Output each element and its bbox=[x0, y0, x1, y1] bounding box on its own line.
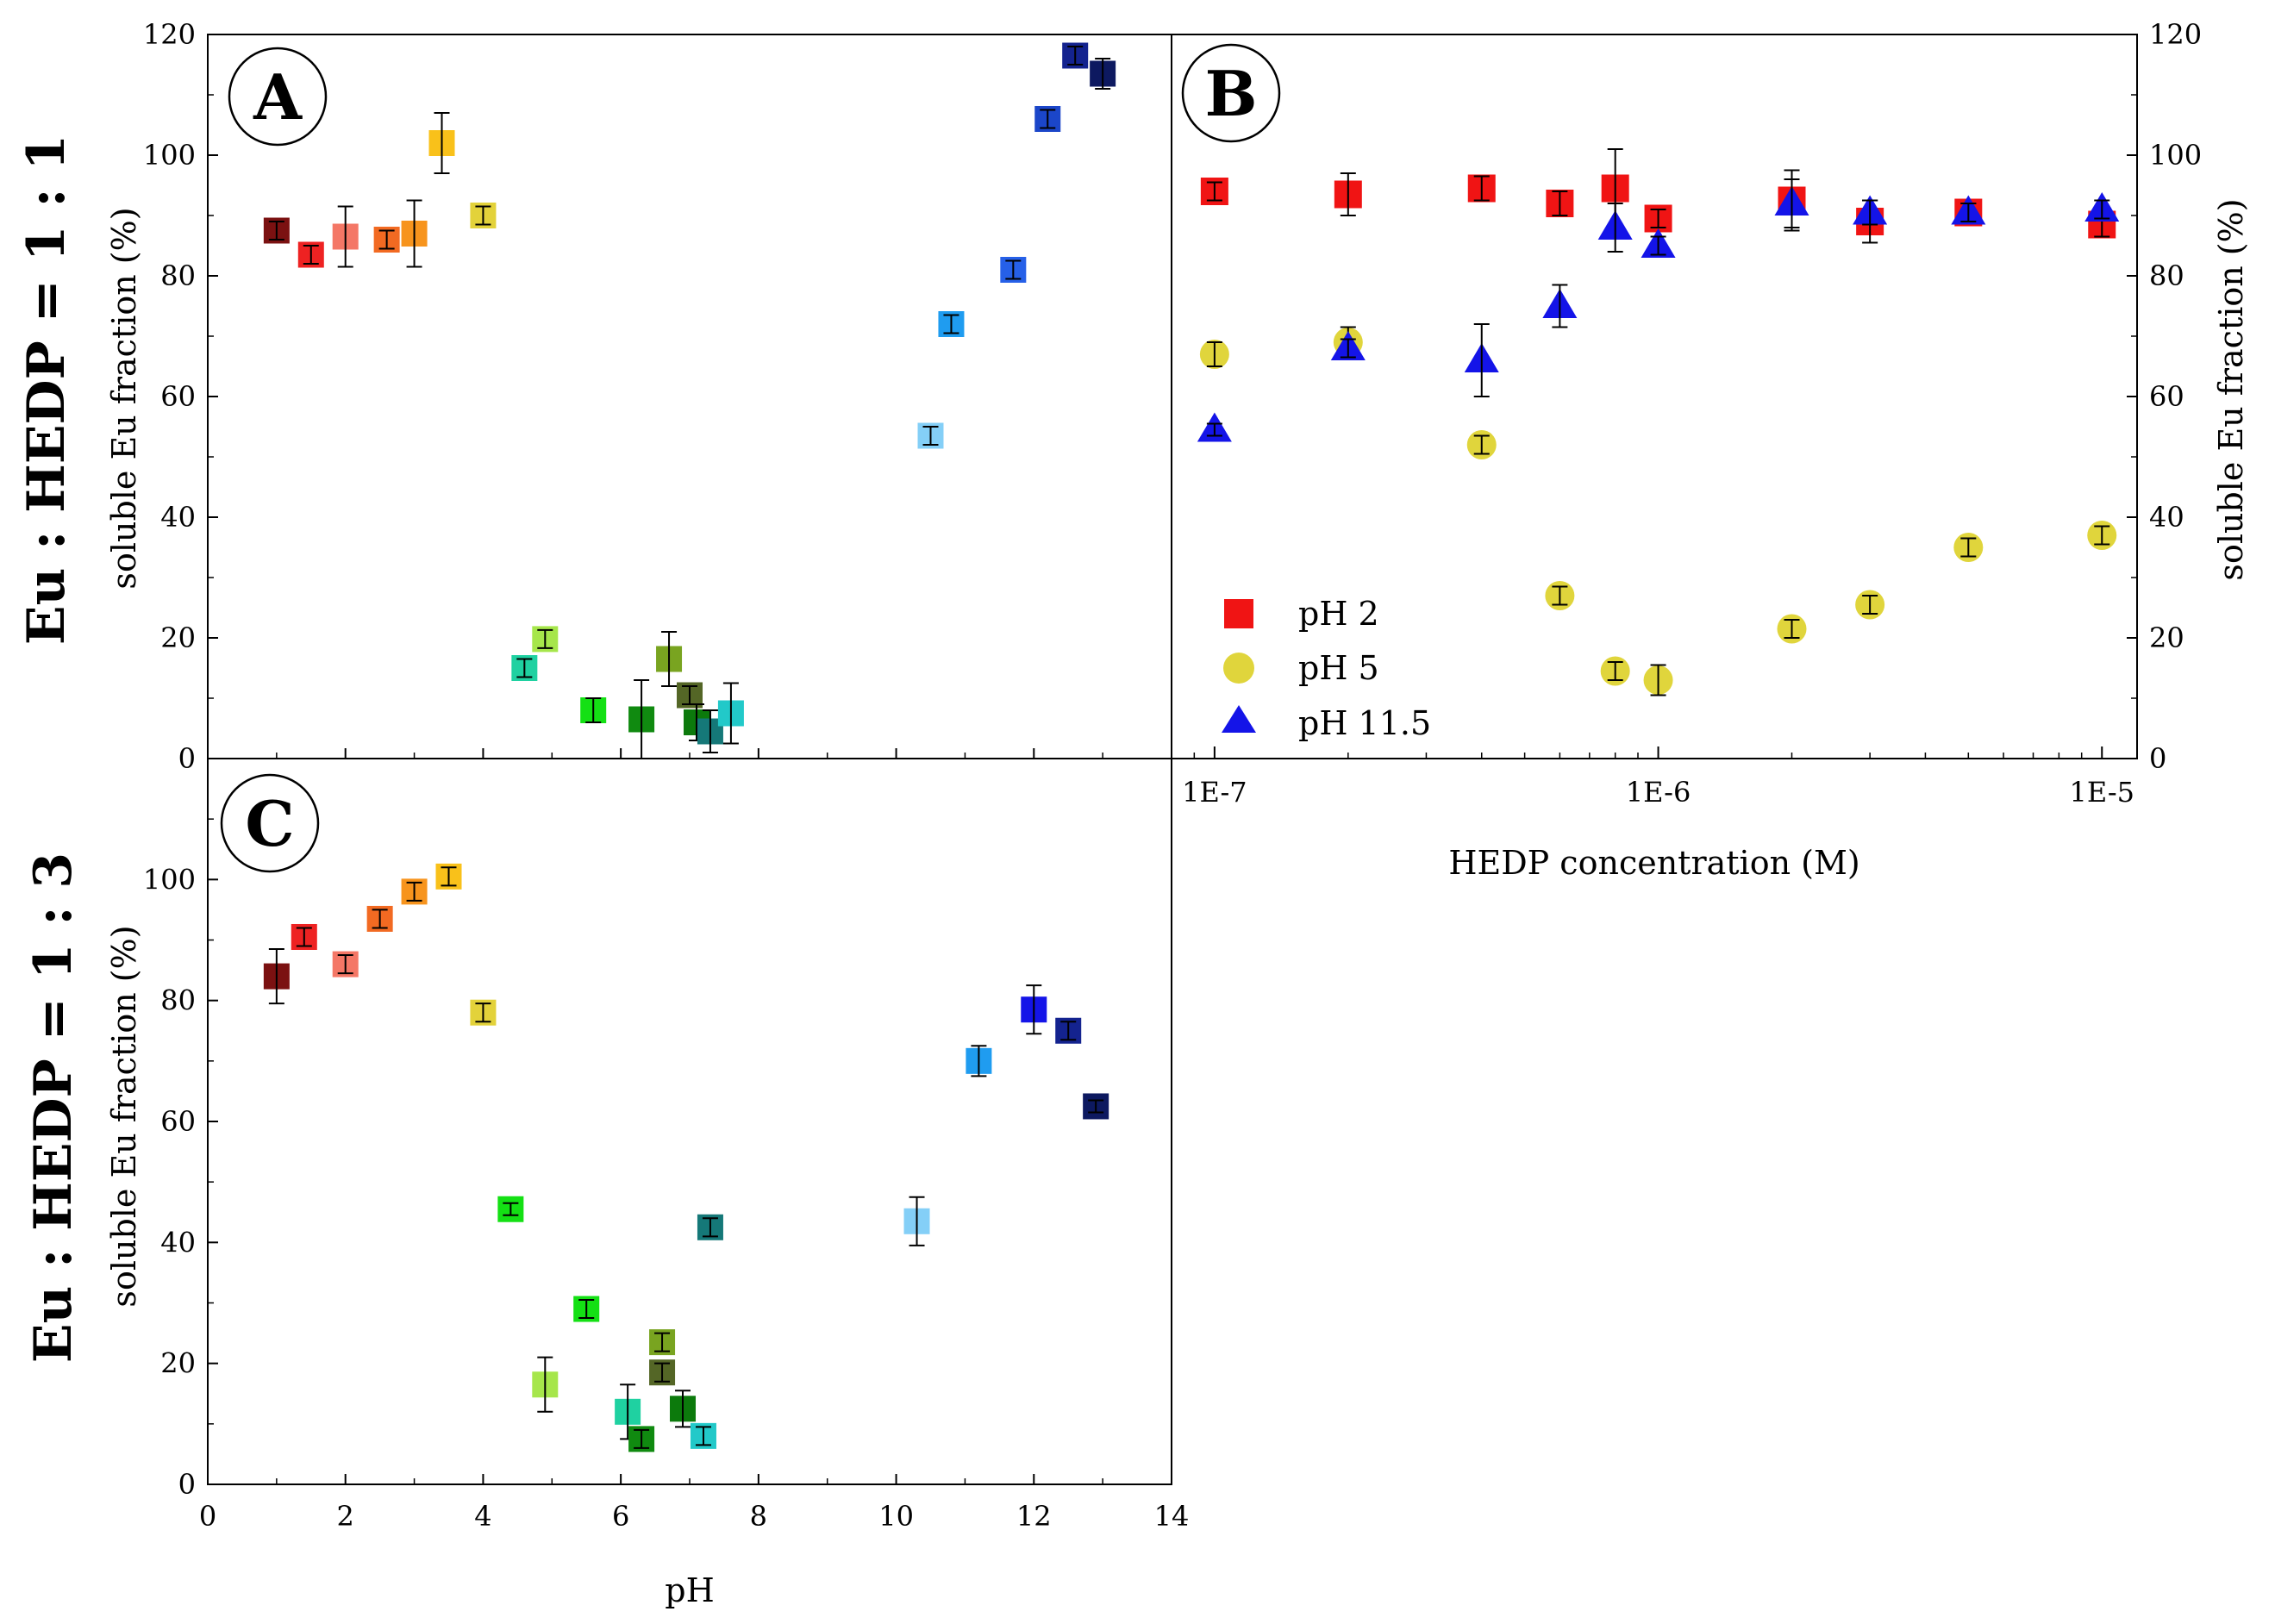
legend-marker-ph2 bbox=[1224, 599, 1253, 628]
panel-a-ytick-label: 100 bbox=[143, 139, 196, 172]
legend-label-ph2: pH 2 bbox=[1298, 595, 1379, 633]
panel-b-ytick-label: 60 bbox=[2149, 380, 2184, 413]
panel-c-frame bbox=[207, 758, 1172, 1485]
svg-text:A: A bbox=[253, 60, 303, 134]
svg-text:soluble Eu fraction (%): soluble Eu fraction (%) bbox=[2212, 198, 2250, 580]
panel-a-label: A bbox=[228, 47, 328, 147]
panel-c-ylabel: soluble Eu fraction (%) bbox=[105, 925, 143, 1307]
panel-b-ylabel: soluble Eu fraction (%) bbox=[2212, 198, 2250, 580]
row-label-top: Eu : HEDP = 1 : 1 bbox=[16, 134, 77, 645]
panel-c-xtick-label: 0 bbox=[199, 1500, 216, 1533]
panel-c-ytick-label: 40 bbox=[160, 1226, 196, 1259]
row-label-bottom: Eu : HEDP = 1 : 3 bbox=[23, 853, 84, 1363]
legend: pH 2 pH 5 pH 11.5 bbox=[1222, 595, 1431, 742]
panel-c-xtick-label: 6 bbox=[612, 1500, 629, 1533]
panel-b-xlabel: HEDP concentration (M) bbox=[1448, 844, 1859, 882]
panel-a-ytick-label: 40 bbox=[160, 501, 196, 534]
svg-text:B: B bbox=[1205, 57, 1258, 130]
panel-b-ytick-label: 80 bbox=[2149, 259, 2184, 292]
panel-c-xtick-label: 2 bbox=[337, 1500, 354, 1533]
panel-c-xtick-label: 12 bbox=[1016, 1500, 1052, 1533]
panel-b-ytick-label: 0 bbox=[2149, 742, 2166, 775]
panel-b-ytick-label: 20 bbox=[2149, 621, 2184, 654]
svg-text:Eu : HEDP = 1 : 3: Eu : HEDP = 1 : 3 bbox=[23, 853, 84, 1363]
panel-a-ytick-label: 120 bbox=[143, 18, 196, 51]
svg-text:C: C bbox=[245, 787, 294, 860]
panel-c-xlabel: pH bbox=[665, 1571, 714, 1609]
svg-text:soluble Eu fraction (%): soluble Eu fraction (%) bbox=[105, 207, 143, 589]
panel-b-ytick-label: 100 bbox=[2149, 139, 2202, 172]
panel-b-ytick-label: 40 bbox=[2149, 501, 2184, 534]
panel-a-ytick-label: 80 bbox=[160, 259, 196, 292]
panel-c-xtick-label: 10 bbox=[878, 1500, 914, 1533]
panel-c-ytick-label: 100 bbox=[143, 863, 196, 896]
legend-marker-ph11-5 bbox=[1222, 705, 1256, 733]
panel-a-ytick-label: 60 bbox=[160, 380, 196, 413]
legend-label-ph11-5: pH 11.5 bbox=[1298, 704, 1431, 742]
panel-a-frame bbox=[207, 34, 1172, 759]
panel-a-ytick-label: 20 bbox=[160, 621, 196, 654]
panel-b-xtick-label: 1E-5 bbox=[2070, 776, 2134, 809]
marks-layer bbox=[263, 42, 2120, 1452]
panel-c-xtick-label: 4 bbox=[474, 1500, 491, 1533]
panel-b-xtick-label: 1E-7 bbox=[1182, 776, 1247, 809]
panel-a-ylabel: soluble Eu fraction (%) bbox=[105, 207, 143, 589]
panel-a-ytick-label: 0 bbox=[178, 742, 196, 775]
panel-c-ytick-label: 60 bbox=[160, 1105, 196, 1138]
legend-marker-ph5 bbox=[1223, 653, 1254, 684]
panel-b-xtick-label: 1E-6 bbox=[1626, 776, 1691, 809]
panel-c-ytick-label: 80 bbox=[160, 984, 196, 1017]
panel-c-label: C bbox=[220, 773, 320, 873]
svg-text:soluble Eu fraction (%): soluble Eu fraction (%) bbox=[105, 925, 143, 1307]
panel-b-label: B bbox=[1181, 43, 1281, 143]
axes-layer: 0204060801001200204060801000204060801001… bbox=[143, 18, 2202, 1533]
svg-text:Eu : HEDP = 1 : 1: Eu : HEDP = 1 : 1 bbox=[16, 134, 77, 645]
panel-c-xtick-label: 14 bbox=[1154, 1500, 1190, 1533]
panel-c-ytick-label: 20 bbox=[160, 1347, 196, 1380]
panel-b-ytick-label: 120 bbox=[2149, 18, 2202, 51]
panel-c-ytick-label: 0 bbox=[178, 1468, 196, 1501]
panel-c-xtick-label: 8 bbox=[750, 1500, 767, 1533]
legend-label-ph5: pH 5 bbox=[1298, 649, 1379, 687]
